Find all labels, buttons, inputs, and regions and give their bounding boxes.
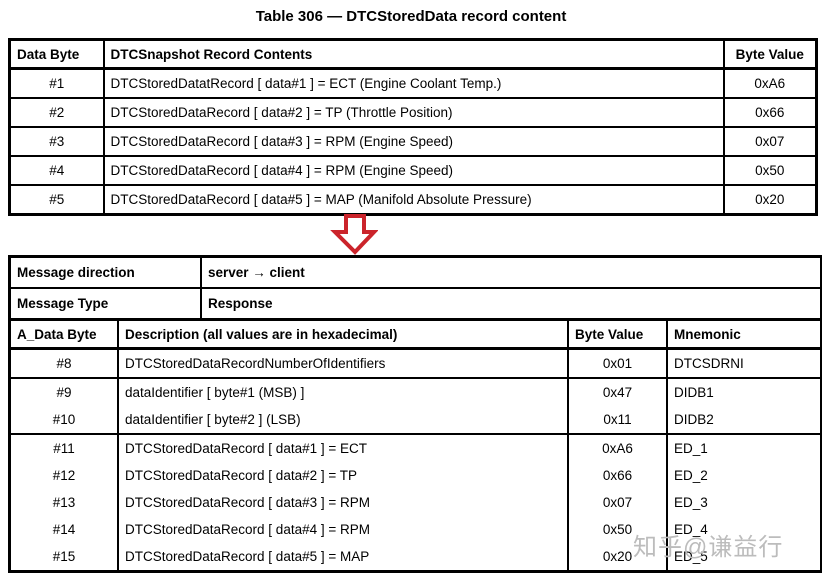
byte-value-cell: 0x11: [568, 406, 668, 434]
a-data-byte-cell: #14: [52, 522, 76, 537]
message-meta-table: Message direction server → client Messag…: [11, 258, 820, 318]
record-content-cell: DTCStoredDatatRecord [ data#1 ] = ECT (E…: [102, 68, 724, 98]
message-table: A_Data Byte Description (all values are …: [11, 318, 820, 570]
down-arrow-shape: [330, 214, 379, 255]
snapshot-table-row: #3 DTCStoredDataRecord [ data#3 ] = RPM …: [9, 127, 817, 156]
byte-value-cell: 0x07: [568, 489, 668, 516]
data-byte-cell: #2: [49, 105, 65, 120]
description-cell: DTCStoredDataRecordNumberOfIdentifiers: [117, 348, 569, 378]
message-table-row: #15 DTCStoredDataRecord [ data#5 ] = MAP…: [11, 543, 820, 570]
description-cell: DTCStoredDataRecord [ data#4 ] = RPM: [117, 516, 569, 543]
snapshot-table-body: #1 DTCStoredDatatRecord [ data#1 ] = ECT…: [9, 68, 817, 215]
mnemonic-cell: DTCSDRNI: [674, 356, 744, 371]
byte-value-cell: 0x50: [722, 156, 817, 185]
mnemonic-cell: ED_5: [674, 549, 708, 564]
snapshot-table-row: #1 DTCStoredDatatRecord [ data#1 ] = ECT…: [9, 68, 817, 98]
snapshot-table-row: #5 DTCStoredDataRecord [ data#5 ] = MAP …: [9, 185, 817, 215]
message-table-row: #8 DTCStoredDataRecordNumberOfIdentifier…: [11, 348, 820, 378]
message-table-row: #13 DTCStoredDataRecord [ data#3 ] = RPM…: [11, 489, 820, 516]
snapshot-table: Data Byte DTCSnapshot Record Contents By…: [8, 38, 818, 216]
snapshot-table-row: #4 DTCStoredDataRecord [ data#4 ] = RPM …: [9, 156, 817, 185]
byte-value-cell: 0x66: [568, 462, 668, 489]
byte-value-cell: 0x07: [722, 127, 817, 156]
mnemonic-cell: ED_1: [674, 441, 708, 456]
a-data-byte-cell: #15: [52, 549, 76, 564]
col-header-mnemonic: Mnemonic: [674, 326, 741, 342]
byte-value-cell: 0xA6: [722, 68, 817, 98]
a-data-byte-cell: #11: [53, 441, 75, 456]
byte-value-cell: 0x66: [722, 98, 817, 127]
message-direction-label: Message direction: [11, 258, 202, 288]
record-content-cell: DTCStoredDataRecord [ data#4 ] = RPM (En…: [102, 156, 724, 185]
col-header-byte-value: Byte Value: [568, 319, 668, 349]
snapshot-header-row: Data Byte DTCSnapshot Record Contents By…: [9, 39, 817, 69]
a-data-byte-cell: #8: [56, 356, 72, 371]
a-data-byte-cell: #13: [52, 495, 76, 510]
description-cell: DTCStoredDataRecord [ data#1 ] = ECT: [117, 434, 569, 462]
mnemonic-cell: ED_2: [674, 468, 708, 483]
data-byte-cell: #5: [49, 192, 65, 207]
col-header-data-byte: Data Byte: [17, 46, 80, 62]
message-type-value: Response: [208, 296, 273, 311]
byte-value-cell: 0x01: [568, 348, 668, 378]
record-group: #8 DTCStoredDataRecordNumberOfIdentifier…: [11, 348, 820, 378]
record-content-cell: DTCStoredDataRecord [ data#2 ] = TP (Thr…: [102, 98, 724, 127]
mnemonic-cell: ED_4: [674, 522, 708, 537]
message-direction-row: Message direction server → client: [11, 258, 820, 288]
byte-value-cell: 0x20: [568, 543, 668, 570]
byte-value-cell: 0x47: [568, 378, 668, 406]
col-header-a-data-byte: A_Data Byte: [17, 326, 97, 342]
mnemonic-cell: DIDB1: [674, 385, 714, 400]
description-cell: dataIdentifier [ byte#2 ] (LSB): [117, 406, 569, 434]
description-cell: DTCStoredDataRecord [ data#5 ] = MAP: [117, 543, 569, 570]
record-content-cell: DTCStoredDataRecord [ data#3 ] = RPM (En…: [102, 127, 724, 156]
byte-value-cell: 0x20: [722, 185, 817, 215]
down-arrow-icon: [330, 214, 379, 255]
flow-arrow: [330, 213, 379, 255]
data-byte-cell: #4: [49, 163, 65, 178]
description-cell: DTCStoredDataRecord [ data#3 ] = RPM: [117, 489, 569, 516]
byte-value-cell: 0xA6: [568, 434, 668, 462]
record-group: #9 dataIdentifier [ byte#1 (MSB) ] 0x47 …: [11, 378, 820, 434]
response-message-table: Message direction server → client Messag…: [8, 255, 822, 573]
col-header-description: Description (all values are in hexadecim…: [117, 319, 569, 349]
message-table-row: #9 dataIdentifier [ byte#1 (MSB) ] 0x47 …: [11, 378, 820, 406]
message-table-row: #11 DTCStoredDataRecord [ data#1 ] = ECT…: [11, 434, 820, 462]
mnemonic-cell: ED_3: [674, 495, 708, 510]
byte-value-cell: 0x50: [568, 516, 668, 543]
message-table-row: #14 DTCStoredDataRecord [ data#4 ] = RPM…: [11, 516, 820, 543]
message-type-row: Message Type Response: [11, 288, 820, 318]
message-type-label: Message Type: [11, 288, 202, 318]
data-byte-cell: #1: [49, 76, 65, 91]
description-cell: DTCStoredDataRecord [ data#2 ] = TP: [117, 462, 569, 489]
col-header-record-contents: DTCSnapshot Record Contents: [102, 39, 724, 69]
snapshot-table-row: #2 DTCStoredDataRecord [ data#2 ] = TP (…: [9, 98, 817, 127]
a-data-byte-cell: #10: [52, 412, 76, 427]
description-cell: dataIdentifier [ byte#1 (MSB) ]: [117, 378, 569, 406]
a-data-byte-cell: #12: [52, 468, 76, 483]
data-byte-cell: #3: [49, 134, 65, 149]
a-data-byte-cell: #9: [56, 385, 72, 400]
message-header-row: A_Data Byte Description (all values are …: [11, 319, 820, 349]
table-caption: Table 306 — DTCStoredData record content: [255, 8, 567, 25]
message-direction-value: server → client: [208, 265, 305, 280]
record-content-cell: DTCStoredDataRecord [ data#5 ] = MAP (Ma…: [102, 185, 724, 215]
mnemonic-cell: DIDB2: [674, 412, 714, 427]
col-header-byte-value: Byte Value: [722, 39, 817, 69]
message-table-row: #10 dataIdentifier [ byte#2 ] (LSB) 0x11…: [11, 406, 820, 434]
message-table-row: #12 DTCStoredDataRecord [ data#2 ] = TP …: [11, 462, 820, 489]
record-group: #11 DTCStoredDataRecord [ data#1 ] = ECT…: [11, 434, 820, 570]
